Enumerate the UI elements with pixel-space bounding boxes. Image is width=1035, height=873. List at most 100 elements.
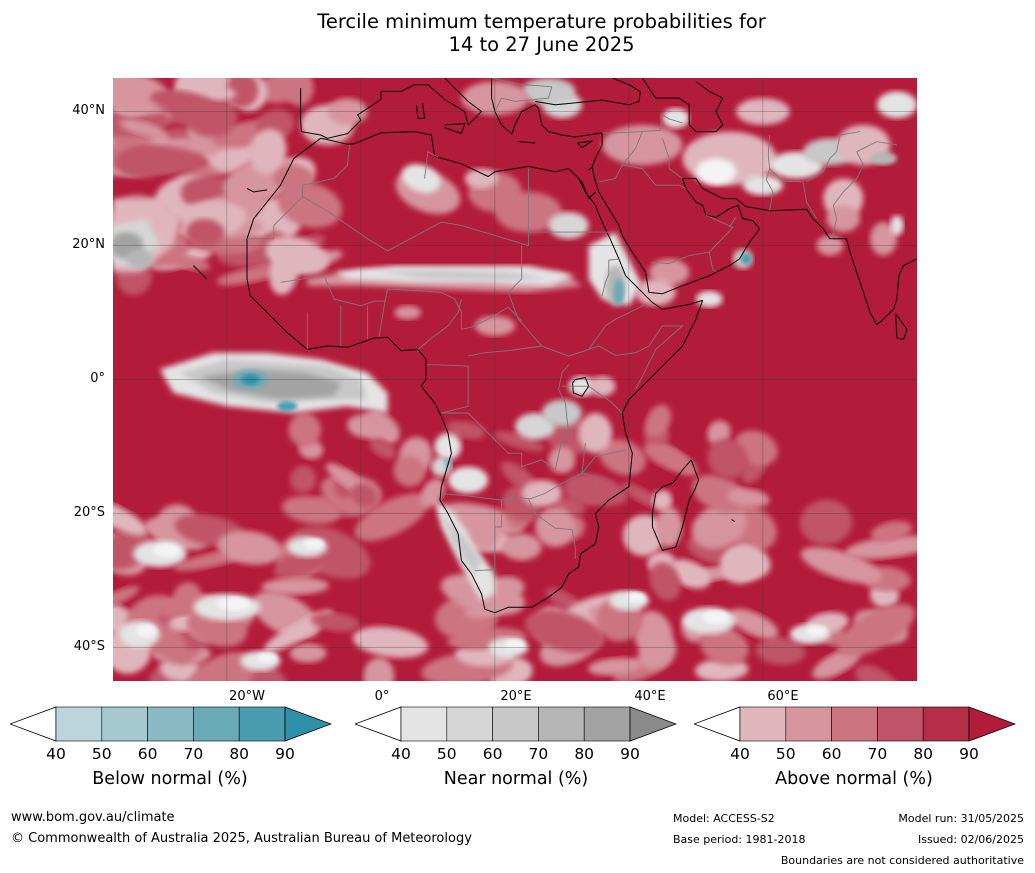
country-border: [507, 245, 684, 390]
above-normal-region: [622, 514, 665, 557]
colorbar-swatch: [55, 706, 103, 742]
colorbar-tick: 50: [436, 745, 457, 763]
below-normal-region: [740, 253, 752, 265]
colorbar-above-normal-label: Above normal (%): [775, 769, 933, 789]
graticule: [113, 78, 917, 681]
lon-label-40e: 40°E: [634, 689, 666, 704]
country-border: [588, 304, 646, 350]
colorbar-tick: 70: [528, 745, 549, 763]
below-normal-region: [613, 279, 625, 306]
country-border: [831, 141, 897, 239]
above-normal-region: [113, 586, 140, 613]
above-normal-region: [652, 490, 673, 511]
above-normal-region: [113, 498, 147, 536]
country-border: [765, 134, 774, 211]
country-border: [441, 449, 626, 501]
above-normal-region: [578, 413, 613, 454]
colorbar-swatch: [101, 706, 148, 742]
title-line-1: Tercile minimum temperature probabilitie…: [317, 10, 766, 33]
country-border: [426, 364, 469, 414]
colorbar-tick: 60: [821, 745, 842, 763]
country-border: [417, 298, 462, 350]
near-normal-region: [548, 212, 589, 239]
lon-label-0: 0°: [374, 689, 390, 704]
near-normal-region: [126, 248, 154, 269]
above-normal-region: [282, 495, 342, 525]
lon-label-20w: 20°W: [229, 689, 265, 704]
above-normal-region: [226, 78, 259, 108]
colorbar-swatch: [785, 706, 832, 742]
country-border: [650, 214, 734, 265]
colorbar-tick: 90: [959, 745, 979, 763]
above-normal-region: [113, 78, 170, 116]
above-normal-region: [569, 476, 628, 506]
colorbar-above-normal-swatches: [692, 706, 1017, 742]
above-normal-region: [501, 533, 542, 561]
colorbar-near-normal-ticks: 40 50 60 70 80 90: [355, 745, 677, 765]
above-normal-region: [347, 414, 385, 439]
above-normal-region: [692, 474, 748, 513]
country-border: [491, 78, 552, 88]
sardinia-coastline: [416, 103, 426, 119]
country-border: [621, 114, 683, 166]
above-normal-region: [288, 412, 322, 447]
colorbar-near-normal-label: Near normal (%): [443, 769, 589, 789]
lat-label-20s: 20°S: [73, 505, 105, 520]
lat-label-40s: 40°S: [73, 639, 105, 654]
near-normal-region: [448, 466, 489, 494]
above-normal-region: [870, 222, 897, 256]
europe-coastline: [300, 78, 482, 139]
above-normal-region: [493, 431, 544, 452]
above-normal-region: [599, 439, 647, 476]
website-link[interactable]: www.bom.gov.au/climate: [11, 810, 175, 825]
country-border: [806, 131, 861, 183]
country-border: [468, 345, 542, 357]
colorbar-swatch: [831, 706, 878, 742]
above-normal-region: [691, 503, 747, 549]
colorbar-swatch: [193, 706, 240, 742]
colorbar-swatch: [238, 706, 286, 742]
near-normal-region: [441, 513, 482, 574]
above-normal-region: [587, 657, 642, 676]
country-border: [581, 443, 596, 491]
above-normal-region: [290, 465, 317, 494]
colorbar-swatch: [446, 706, 493, 742]
probability-fields: [113, 78, 917, 681]
model-name: Model: ACCESS-S2: [673, 812, 775, 825]
probability-map: [113, 78, 917, 681]
above-normal-region: [114, 146, 171, 179]
balkans-levant-coastline: [491, 78, 603, 171]
above-normal-region: [645, 404, 672, 438]
near-normal-region: [870, 151, 897, 166]
above-normal-region: [248, 128, 287, 174]
near-normal-region: [662, 108, 690, 129]
boundaries-disclaimer: Boundaries are not considered authoritat…: [780, 854, 1024, 867]
colorbar-tick: 80: [229, 745, 250, 763]
above-normal-region: [150, 89, 217, 115]
colorbar-swatch: [877, 706, 924, 742]
colorbar-swatch: [538, 706, 585, 742]
colorbar-tick: 40: [391, 745, 411, 763]
above-normal-region: [720, 546, 761, 584]
country-border: [494, 500, 503, 528]
above-normal-region: [269, 250, 299, 295]
above-normal-region: [363, 657, 395, 681]
colorbar-tick: 80: [913, 745, 934, 763]
issued-date: Issued: 02/06/2025: [917, 833, 1024, 846]
above-normal-region: [351, 483, 377, 508]
above-normal-region: [119, 119, 164, 137]
above-normal-region: [837, 604, 915, 657]
above-normal-region: [546, 588, 581, 611]
colorbar-tick: 60: [137, 745, 158, 763]
sinai-coastline: [578, 178, 596, 200]
lake-victoria-shore: [572, 377, 590, 397]
country-border: [378, 301, 386, 338]
colorbar-tick: 70: [867, 745, 888, 763]
colorbar-tick: 40: [730, 745, 750, 763]
above-normal-region: [464, 168, 499, 189]
crete-coastline: [518, 141, 536, 144]
colorbar-tick: 40: [46, 745, 66, 763]
above-normal-region: [185, 218, 225, 247]
colorbar-min-extension: [8, 706, 57, 742]
above-normal-region: [289, 643, 327, 663]
